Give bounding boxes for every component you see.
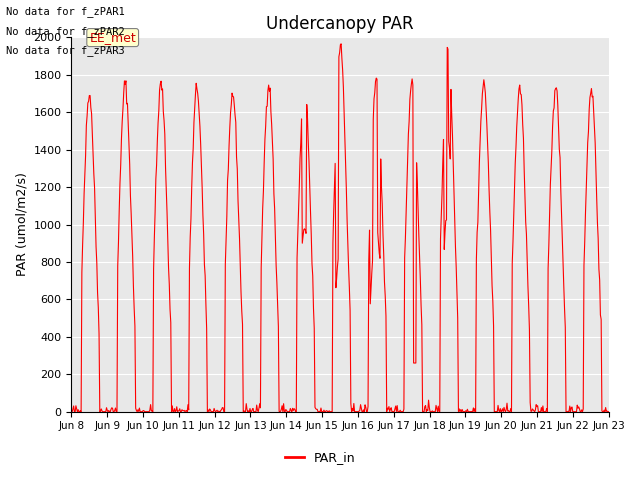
Text: No data for f_zPAR2: No data for f_zPAR2 bbox=[6, 25, 125, 36]
Text: No data for f_zPAR3: No data for f_zPAR3 bbox=[6, 45, 125, 56]
Text: No data for f_zPAR1: No data for f_zPAR1 bbox=[6, 6, 125, 17]
Title: Undercanopy PAR: Undercanopy PAR bbox=[266, 15, 414, 33]
PAR_in bbox=[216, 409, 224, 415]
PAR_in bbox=[78, 270, 86, 276]
PAR_in bbox=[407, 88, 415, 94]
PAR_in bbox=[337, 41, 345, 47]
Y-axis label: PAR (umol/m2/s): PAR (umol/m2/s) bbox=[15, 173, 28, 276]
Legend: PAR_in: PAR_in bbox=[280, 446, 360, 469]
PAR_in bbox=[68, 409, 76, 415]
PAR_in bbox=[133, 409, 141, 415]
Text: EE_met: EE_met bbox=[90, 31, 136, 44]
PAR_in bbox=[188, 185, 196, 191]
PAR_in bbox=[68, 407, 76, 413]
PAR_in bbox=[605, 409, 612, 415]
Line: PAR_in: PAR_in bbox=[72, 44, 609, 412]
PAR_in bbox=[422, 409, 430, 415]
